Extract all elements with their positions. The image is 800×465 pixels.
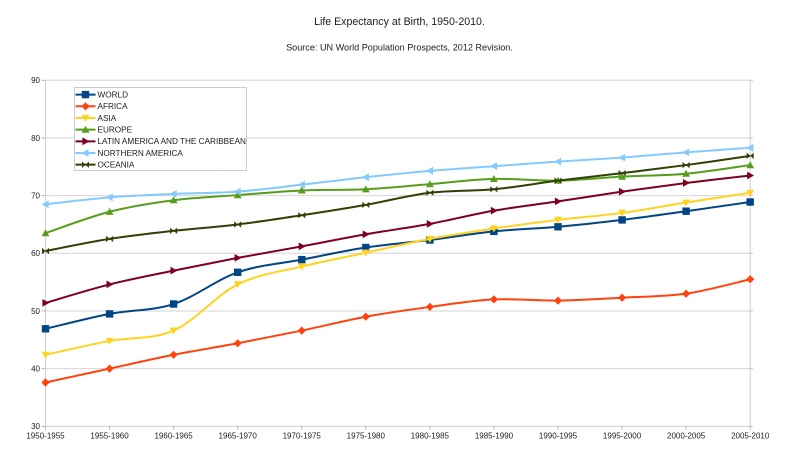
svg-text:WORLD: WORLD [98, 91, 129, 100]
svg-text:1965-1970: 1965-1970 [219, 432, 258, 441]
svg-text:40: 40 [31, 364, 40, 373]
svg-text:1955-1960: 1955-1960 [90, 432, 129, 441]
svg-text:AFRICA: AFRICA [98, 102, 129, 111]
svg-text:2000-2005: 2000-2005 [667, 432, 706, 441]
svg-text:60: 60 [31, 249, 40, 258]
svg-text:LATIN AMERICA AND THE CARIBBEA: LATIN AMERICA AND THE CARIBBEAN [98, 137, 247, 146]
svg-text:ASIA: ASIA [98, 114, 117, 123]
svg-text:1990-1995: 1990-1995 [539, 432, 578, 441]
svg-text:1960-1965: 1960-1965 [154, 432, 193, 441]
svg-text:EUROPE: EUROPE [98, 126, 133, 135]
svg-text:2005-2010: 2005-2010 [731, 432, 770, 441]
svg-text:1980-1985: 1980-1985 [411, 432, 450, 441]
svg-text:1995-2000: 1995-2000 [603, 432, 642, 441]
svg-text:NORTHERN AMERICA: NORTHERN AMERICA [98, 149, 184, 158]
svg-text:90: 90 [31, 76, 40, 85]
svg-text:1970-1975: 1970-1975 [283, 432, 322, 441]
svg-text:Source: UN World Population Pr: Source: UN World Population Prospects, 2… [286, 43, 513, 53]
svg-text:1950-1955: 1950-1955 [26, 432, 65, 441]
svg-text:Life Expectancy at Birth, 1950: Life Expectancy at Birth, 1950-2010. [314, 16, 485, 28]
svg-text:50: 50 [31, 307, 40, 316]
svg-text:80: 80 [31, 134, 40, 143]
svg-text:70: 70 [31, 191, 40, 200]
svg-text:1985-1990: 1985-1990 [475, 432, 514, 441]
svg-text:OCEANIA: OCEANIA [98, 161, 135, 170]
svg-text:30: 30 [31, 422, 40, 431]
svg-text:1975-1980: 1975-1980 [347, 432, 386, 441]
